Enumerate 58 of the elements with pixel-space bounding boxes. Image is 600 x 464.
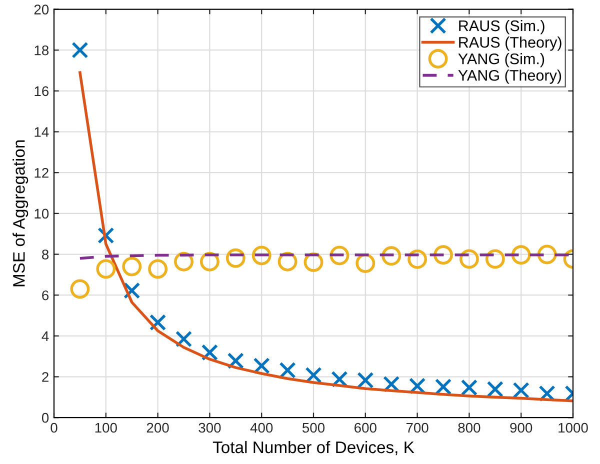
x-tick-label: 200 bbox=[146, 422, 169, 433]
point bbox=[227, 352, 244, 370]
x-tick-label: 500 bbox=[302, 422, 325, 433]
point bbox=[252, 246, 272, 266]
point bbox=[434, 378, 452, 396]
point bbox=[512, 382, 530, 399]
point bbox=[357, 372, 374, 389]
legend-label: RAUS (Sim.) bbox=[459, 20, 544, 34]
point bbox=[226, 248, 246, 268]
point bbox=[330, 246, 350, 266]
x-tick-label: 400 bbox=[250, 422, 273, 433]
y-tick-label: 12 bbox=[34, 168, 48, 178]
point bbox=[175, 330, 192, 348]
point bbox=[201, 344, 218, 361]
point bbox=[70, 279, 90, 299]
point bbox=[511, 245, 531, 265]
y-tick-label: 20 bbox=[34, 4, 49, 14]
x-tick-label: 800 bbox=[458, 422, 480, 433]
point bbox=[408, 378, 426, 394]
point bbox=[279, 362, 296, 379]
point bbox=[486, 380, 504, 398]
point bbox=[383, 376, 400, 392]
point bbox=[253, 357, 270, 374]
point bbox=[485, 249, 505, 269]
x-tick-label: 700 bbox=[406, 422, 428, 433]
point bbox=[408, 249, 428, 269]
point bbox=[305, 366, 322, 384]
point bbox=[434, 245, 453, 265]
y-tick-label: 16 bbox=[34, 86, 49, 96]
y-tick-label: 10 bbox=[34, 208, 49, 219]
point bbox=[148, 259, 168, 279]
line-series bbox=[78, 71, 573, 402]
point bbox=[72, 42, 88, 58]
point bbox=[122, 256, 142, 276]
x-tick-label: 900 bbox=[510, 422, 532, 433]
y-tick-label: 8 bbox=[42, 250, 49, 260]
y-tick-label: 14 bbox=[34, 127, 49, 137]
point bbox=[459, 249, 479, 269]
point bbox=[96, 259, 116, 279]
x-tick-label: 100 bbox=[95, 422, 117, 433]
point bbox=[460, 379, 478, 396]
x-tick-label: 1000 bbox=[558, 422, 588, 433]
y-tick-label: 4 bbox=[42, 331, 49, 341]
legend-label: RAUS (Theory) bbox=[459, 36, 562, 51]
x-tick-label: 0 bbox=[50, 422, 58, 433]
y-tick-label: 6 bbox=[42, 290, 49, 300]
y-tick-label: 18 bbox=[34, 45, 49, 56]
x-tick-label: 600 bbox=[354, 422, 376, 433]
point bbox=[149, 314, 166, 331]
legend-label: YANG (Sim.) bbox=[458, 53, 544, 68]
legend-label: YANG (Theory) bbox=[458, 70, 562, 84]
point bbox=[124, 282, 140, 299]
y-tick-label: 0 bbox=[42, 412, 49, 423]
y-tick-label: 2 bbox=[42, 372, 48, 382]
x-axis-title: Total Number of Devices, K bbox=[212, 440, 414, 456]
point bbox=[382, 246, 402, 266]
x-tick-label: 300 bbox=[198, 422, 221, 433]
y-axis-title: MSE of Aggregation bbox=[12, 140, 28, 286]
